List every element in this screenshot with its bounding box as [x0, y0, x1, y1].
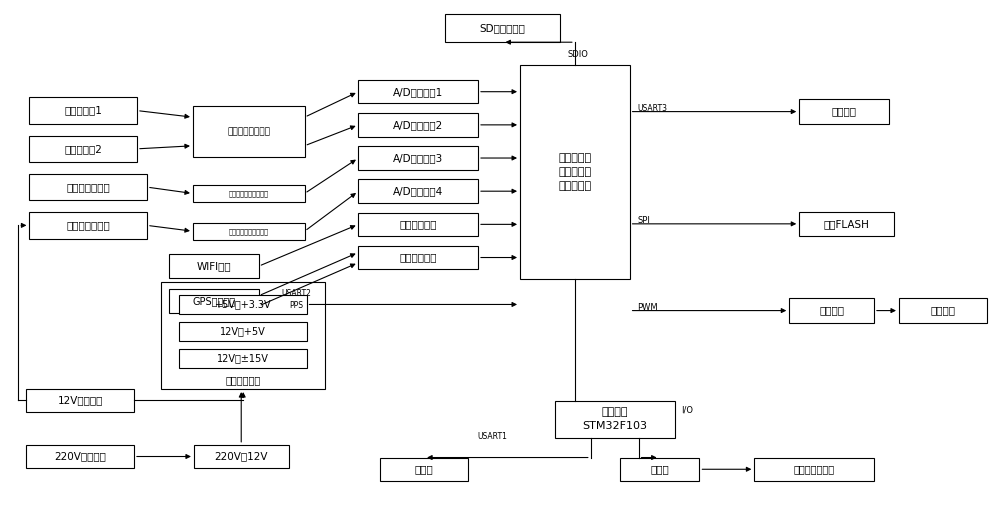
- Text: 电流峰值模拟信号调理: 电流峰值模拟信号调理: [229, 228, 269, 234]
- Text: 继电器: 继电器: [650, 464, 669, 474]
- Text: +5V转+3.3V: +5V转+3.3V: [214, 300, 271, 309]
- Text: 温度传感器1: 温度传感器1: [64, 106, 102, 115]
- Bar: [799, 100, 889, 124]
- Text: PWM: PWM: [638, 303, 658, 312]
- Text: 电机驱动: 电机驱动: [819, 306, 844, 315]
- Text: 主控模块
STM32F103: 主控模块 STM32F103: [582, 407, 647, 431]
- Bar: [26, 445, 134, 468]
- Bar: [445, 14, 560, 42]
- Bar: [358, 212, 478, 236]
- Text: 12V转±15V: 12V转±15V: [217, 353, 269, 364]
- Bar: [789, 299, 874, 323]
- Text: 上位机: 上位机: [415, 464, 434, 474]
- Text: 采样时间处理: 采样时间处理: [399, 252, 437, 263]
- Bar: [193, 185, 305, 202]
- Text: 12V转+5V: 12V转+5V: [220, 326, 266, 337]
- Text: USART2: USART2: [282, 289, 312, 298]
- Text: USART1: USART1: [477, 431, 507, 441]
- Text: 220V转12V: 220V转12V: [214, 451, 268, 462]
- Bar: [754, 458, 874, 481]
- Bar: [193, 223, 305, 240]
- Bar: [358, 113, 478, 136]
- Text: 温度传感器2: 温度传感器2: [64, 144, 102, 154]
- Bar: [358, 180, 478, 203]
- Bar: [29, 212, 147, 239]
- Text: 显示模块: 显示模块: [832, 107, 857, 116]
- Text: WIFI模块: WIFI模块: [196, 261, 231, 271]
- Bar: [29, 135, 137, 162]
- Bar: [520, 65, 630, 280]
- Text: A/D采集通道4: A/D采集通道4: [393, 186, 443, 196]
- Bar: [193, 106, 305, 157]
- Bar: [899, 299, 987, 323]
- Bar: [169, 254, 259, 278]
- Text: SPI: SPI: [638, 216, 650, 225]
- Text: 外部FLASH: 外部FLASH: [824, 219, 869, 229]
- Text: 霍尔电压传感器: 霍尔电压传感器: [66, 182, 110, 192]
- Text: 频率采集处理: 频率采集处理: [399, 220, 437, 229]
- Bar: [194, 445, 289, 468]
- Text: A/D采集通道1: A/D采集通道1: [393, 87, 443, 96]
- Bar: [380, 458, 468, 481]
- Bar: [358, 246, 478, 269]
- Bar: [29, 97, 137, 124]
- Text: SDIO: SDIO: [568, 50, 589, 60]
- Bar: [29, 174, 147, 201]
- Bar: [799, 211, 894, 236]
- Bar: [26, 389, 134, 412]
- Bar: [179, 349, 307, 368]
- Bar: [179, 295, 307, 313]
- Text: GPS授时模块: GPS授时模块: [192, 296, 235, 306]
- Text: 220V交流输入: 220V交流输入: [54, 451, 106, 462]
- Bar: [555, 401, 675, 438]
- Text: I/O: I/O: [681, 405, 693, 414]
- Text: 电压峰值模拟信号调理: 电压峰值模拟信号调理: [229, 190, 269, 197]
- Text: 12V直流输入: 12V直流输入: [57, 396, 103, 405]
- Text: 电源转换模块: 电源转换模块: [226, 375, 261, 385]
- Bar: [620, 458, 699, 481]
- Bar: [161, 282, 325, 389]
- Bar: [169, 289, 259, 312]
- Text: PPS: PPS: [290, 302, 304, 310]
- Text: A/D采集通道2: A/D采集通道2: [393, 120, 443, 130]
- Text: 步进电机: 步进电机: [930, 306, 955, 315]
- Text: 多个交流接触器: 多个交流接触器: [794, 464, 835, 474]
- Text: 霍尔电流传感器: 霍尔电流传感器: [66, 221, 110, 230]
- Text: 数据缓冲区
时间缓冲区
添加时间戳: 数据缓冲区 时间缓冲区 添加时间戳: [558, 153, 591, 191]
- Bar: [358, 146, 478, 170]
- Text: SD卡存储模块: SD卡存储模块: [480, 23, 525, 33]
- Text: 温度模拟信号调理: 温度模拟信号调理: [227, 127, 270, 136]
- Bar: [179, 322, 307, 341]
- Bar: [358, 80, 478, 104]
- Text: USART3: USART3: [638, 104, 668, 113]
- Text: A/D采集通道3: A/D采集通道3: [393, 153, 443, 163]
